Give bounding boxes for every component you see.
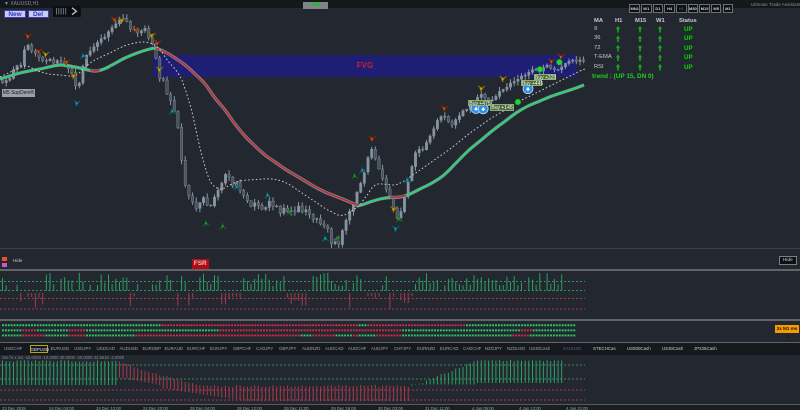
svg-text:FVG: FVG — [357, 61, 373, 70]
